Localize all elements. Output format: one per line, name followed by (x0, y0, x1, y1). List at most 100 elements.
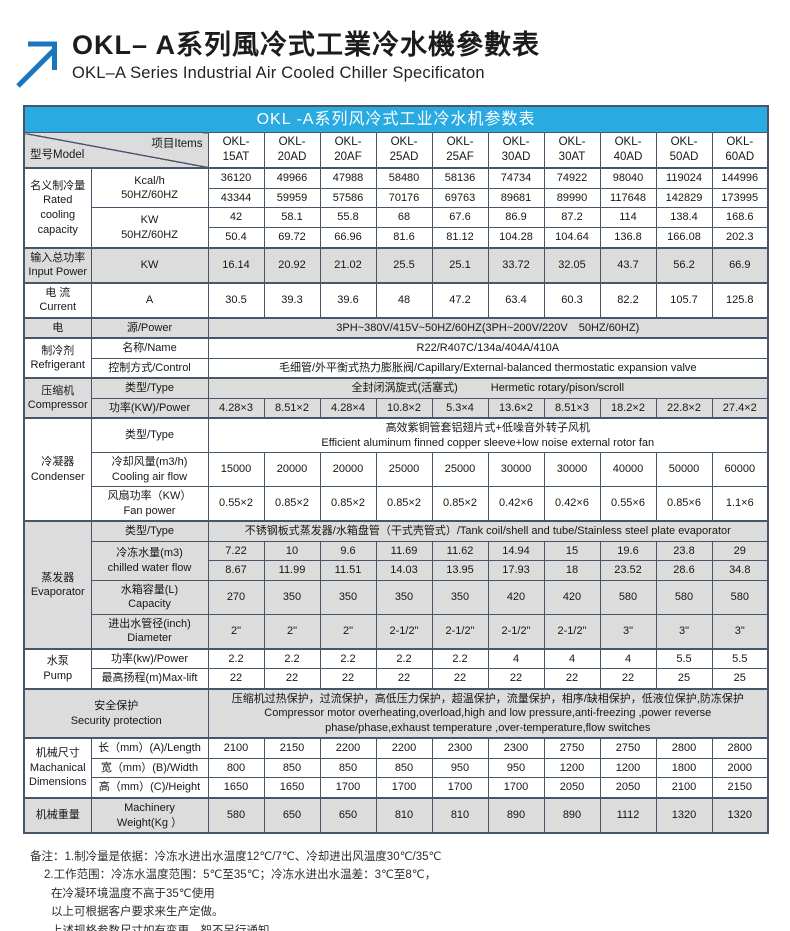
cell: 压缩机过热保护，过流保护，高低压力保护，超温保护，流量保护，相序/缺相保护，低液… (207, 687, 769, 739)
cell: 11.69 (375, 540, 433, 562)
cell: 105.7 (655, 281, 713, 319)
table-row: 冷却风量(m3/h) Cooling air flow 15000 20000 200… (24, 452, 769, 488)
cell: 142829 (655, 187, 713, 209)
cell: 8.51×3 (543, 397, 601, 419)
cell: 1800 (655, 757, 713, 779)
cell: 125.8 (711, 281, 769, 319)
cell: 119024 (655, 167, 713, 189)
cell: 74734 (487, 167, 545, 189)
spec-table: OKL -A系列风冷式工业冷水机参数表 型号Model 项目Items OKL- 15… (23, 105, 770, 835)
cell: 长（mm）(A)/Length (90, 737, 209, 759)
cell: 890 (487, 796, 545, 834)
cell: 2" (263, 613, 321, 650)
cell: 114 (599, 207, 657, 228)
cell: 17.93 (487, 560, 545, 581)
cell: 580 (711, 579, 769, 615)
model-header: OKL- 50AD (655, 132, 713, 169)
cell: 1700 (319, 777, 377, 799)
cell: 850 (319, 757, 377, 779)
cell: 81.6 (375, 226, 433, 249)
cell: 11.99 (263, 560, 321, 581)
cell: 13.95 (431, 560, 489, 581)
cell: 1320 (711, 796, 769, 834)
cell: 5.5 (655, 647, 713, 670)
cell: 98040 (599, 167, 657, 189)
cell: 950 (431, 757, 489, 779)
cell: 89990 (543, 187, 601, 209)
table-row: 输入总功率 Input Power KW 16.14 20.92 21.02 25.5 25… (23, 246, 769, 284)
cell: 59959 (263, 187, 321, 209)
cell: 2750 (543, 737, 601, 759)
cell: 28.6 (655, 560, 713, 581)
cell: 350 (263, 579, 321, 615)
cell: 420 (487, 579, 545, 615)
table-row: 制冷剂 Refrigerant 名称/Name R22/R407C/134a/404… (23, 337, 769, 379)
items-label: 项目Items (151, 138, 203, 151)
cell: 22 (543, 668, 601, 690)
cell: 20.92 (263, 246, 321, 284)
table-row: 冷凝器 Condenser 类型/Type 高效紫铜管套铝翅片式+低噪音外转子风机 … (23, 417, 769, 522)
cell: 66.96 (319, 226, 377, 249)
cell: 25.1 (431, 246, 489, 284)
cell: 源/Power (90, 316, 209, 339)
table-row: 50.4 69.72 66.96 81.6 81.12 104.28 104.64 136.8… (24, 226, 769, 249)
table-row: 水泵 Pump 功率(kw)/Power 2.2 2.2 2.2 2.2 2.2 4 4 4 5.5… (23, 647, 769, 690)
cell: 47.2 (431, 281, 489, 319)
cell: 不锈钢板式蒸发器/水箱盘管（干式壳管式）/Tank coil/shell and… (207, 520, 769, 542)
cell: 4 (487, 647, 545, 670)
cell: 11.62 (431, 540, 489, 562)
cell: 2800 (655, 737, 713, 759)
cell: 22 (263, 668, 321, 690)
arrow-logo-icon (16, 41, 57, 88)
cell: 2000 (711, 757, 769, 779)
cell: 42 (207, 207, 265, 228)
cell: 70176 (375, 187, 433, 209)
cell: 36120 (207, 167, 265, 189)
cell: 20000 (319, 452, 377, 488)
table-row: 水箱容量(L) Capacity 270 350 350 350 350 420 420 580… (24, 579, 769, 615)
cell: 2.2 (207, 647, 265, 670)
cell: 60.3 (543, 281, 601, 319)
model-label: 型号Model (30, 149, 85, 162)
cell: 57586 (319, 187, 377, 209)
row-label-compressor: 压缩机 Compressor (23, 377, 92, 419)
cell: 138.4 (655, 207, 713, 228)
cell: 39.3 (263, 281, 321, 319)
cell: 全封闭涡旋式(活塞式) Hermetic rotary/pison/scroll (207, 377, 769, 399)
page: OKL– A系列風冷式工業冷水機參數表 OKL–A Series Industr… (0, 30, 790, 931)
table-row: 进出水管径(inch) Diameter 2" 2" 2" 2-1/2" 2-1/2" 2-… (24, 613, 769, 650)
row-label-condenser: 冷凝器 Condenser (23, 417, 92, 522)
page-title: OKL– A系列風冷式工業冷水機參數表 (72, 30, 541, 60)
cell: 202.3 (711, 226, 769, 249)
cell: 49966 (263, 167, 321, 189)
cell: 类型/Type (90, 377, 209, 399)
cell: 1650 (207, 777, 265, 799)
cell: 50000 (655, 452, 713, 488)
cell: 2.2 (263, 647, 321, 670)
cell: 5.5 (711, 647, 769, 670)
cell: 87.2 (543, 207, 601, 228)
cell: 18 (543, 560, 601, 581)
cell: 3" (655, 613, 713, 650)
cell: 类型/Type (90, 520, 209, 542)
cell: 19.6 (599, 540, 657, 562)
cell: 22 (431, 668, 489, 690)
title-block: OKL– A系列風冷式工業冷水機參數表 OKL–A Series Industr… (72, 30, 540, 83)
cell: 风扇功率（KW） Fan power (90, 486, 209, 522)
cell: 30000 (543, 452, 601, 488)
cell: 173995 (711, 187, 769, 209)
cell: 13.6×2 (487, 397, 545, 419)
cell: 1320 (655, 796, 713, 834)
cell: 1.1×6 (711, 486, 769, 522)
note-line: 2.工作范围：冷冻水温度范围：5℃至35℃；冷冻水进出水温差：3℃至8℃， (44, 869, 437, 882)
cell: 9.6 (319, 540, 377, 562)
cell: 650 (263, 796, 321, 834)
cell: 350 (375, 579, 433, 615)
cell: 39.6 (319, 281, 377, 319)
cell: 10 (263, 540, 321, 562)
cell: 0.85×2 (431, 486, 489, 522)
cell: 20000 (263, 452, 321, 488)
cell: 104.28 (487, 226, 545, 249)
cell: 0.55×2 (207, 486, 265, 522)
cell: 22 (487, 668, 545, 690)
